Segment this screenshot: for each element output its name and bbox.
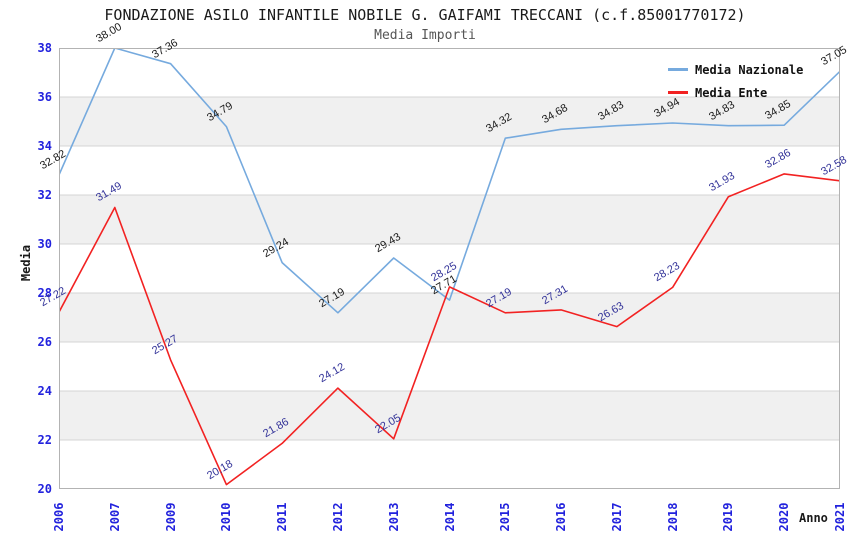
series-line-media-nazionale: [59, 48, 840, 314]
x-tick-label: 2012: [330, 502, 345, 532]
x-tick-label: 2019: [721, 502, 736, 532]
y-tick-label: 22: [37, 433, 52, 447]
chart-subtitle: Media Importi: [374, 28, 476, 43]
x-tick-label: 2009: [163, 502, 178, 532]
y-tick-label: 38: [37, 41, 52, 55]
y-axis-title: Media: [19, 244, 33, 282]
y-tick-label: 20: [37, 482, 52, 496]
x-tick-label: 2006: [52, 502, 66, 532]
y-tick-label: 28: [37, 286, 52, 300]
legend-item-media-ente: Media Ente: [668, 81, 803, 104]
y-tick-label: 24: [37, 384, 52, 398]
chart-title: FONDAZIONE ASILO INFANTILE NOBILE G. GAI…: [104, 6, 746, 24]
x-tick-label: 2011: [275, 502, 290, 532]
x-tick-label: 2021: [833, 502, 847, 532]
x-tick-label: 2017: [609, 502, 624, 532]
plot-border: [59, 48, 840, 489]
y-tick-label: 32: [37, 188, 52, 202]
grid-band: [59, 97, 840, 146]
media-ente-line-swatch: [668, 91, 688, 94]
y-tick-label: 26: [37, 335, 52, 349]
legend-label-media-ente: Media Ente: [695, 85, 768, 100]
grid-band: [59, 195, 840, 244]
x-tick-label: 2020: [777, 502, 792, 532]
x-tick-label: 2018: [665, 502, 680, 532]
y-tick-label: 36: [37, 90, 52, 104]
grid-band: [59, 293, 840, 342]
x-tick-label: 2010: [219, 502, 234, 532]
legend-item-media-nazionale: Media Nazionale: [668, 58, 803, 81]
grid-band: [59, 391, 840, 440]
plot-area: [59, 48, 840, 489]
x-tick-label: 2016: [554, 502, 569, 532]
x-tick-label: 2015: [498, 502, 513, 532]
x-axis-title: Anno: [799, 511, 828, 525]
legend-label-media-nazionale: Media Nazionale: [695, 62, 804, 77]
x-tick-label: 2014: [442, 502, 457, 532]
x-tick-label: 2013: [386, 502, 401, 532]
y-tick-label: 30: [37, 237, 52, 251]
y-tick-label: 34: [37, 139, 52, 153]
media-nazionale-line-swatch: [668, 68, 688, 71]
series-line-media-ente: [59, 173, 840, 486]
x-tick-label: 2007: [107, 502, 122, 532]
legend: Media Nazionale Media Ente: [668, 58, 803, 104]
